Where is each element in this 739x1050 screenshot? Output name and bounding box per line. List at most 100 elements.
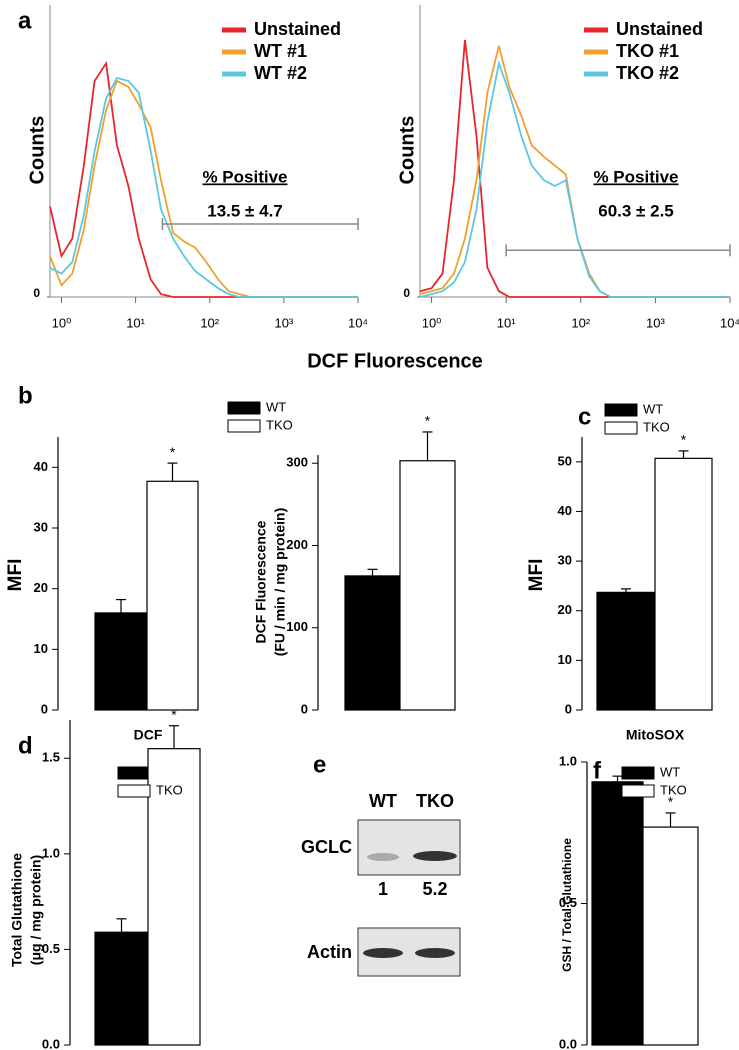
bar [642,826,699,1046]
y-tick-label: 40 [558,503,572,518]
panel-letter: d [18,732,33,759]
y-tick-label: 1.0 [559,753,577,768]
annotation: 13.5 ± 4.7 [207,201,283,220]
y-tick-label: 40 [34,459,48,474]
y-tick-label: 50 [558,453,572,468]
y-tick-label: 10 [34,641,48,656]
y-tick-label: 0 [403,286,410,300]
legend-label: TKO [643,419,670,434]
blot-band [413,851,457,861]
legend-swatch [227,419,261,433]
x-tick-label: 10² [571,315,590,330]
panel-letter: b [18,382,33,409]
lane-label: WT [369,791,397,811]
y-tick-label: 0.0 [559,1036,577,1050]
x-tick-label: 10⁰ [422,315,442,330]
x-tick-label: 10² [200,315,219,330]
legend-swatch [117,766,151,780]
y-axis-label: GSH / Total Glutathione [560,838,574,972]
x-tick-label: 10⁰ [52,315,72,330]
y-tick-label: 300 [286,455,308,470]
significance-mark: * [425,413,431,429]
y-tick-label: 1.0 [42,845,60,860]
x-tick-label: 10⁴ [720,315,739,330]
y-tick-label: 30 [34,519,48,534]
x-tick-label: 10³ [274,315,293,330]
y-tick-label: 100 [286,619,308,634]
histogram-line [49,76,358,298]
y-tick-label: 20 [34,580,48,595]
y-tick-label: 0 [41,701,48,716]
legend-label: TKO [660,782,687,797]
legend-swatch [227,401,261,415]
blot-band [363,948,403,958]
legend-label: WT [643,401,663,416]
bar [146,480,199,711]
legend-label: TKO #1 [616,41,679,61]
significance-mark: * [170,444,176,460]
y-axis-label: MFI [526,559,547,592]
histogram-line [419,45,730,298]
significance-mark: * [171,706,177,722]
legend-label: Unstained [254,19,341,39]
x-tick-label: 10³ [646,315,665,330]
y-tick-label: 0 [565,701,572,716]
y-tick-label: 30 [558,553,572,568]
ratio-label: 5.2 [422,879,447,899]
lane-label: TKO [416,791,454,811]
legend-swatch [621,766,655,780]
legend-label: TKO #2 [616,63,679,83]
bar [344,575,401,711]
y-axis-label: Total Glutathione [9,853,25,967]
legend-label: WT [660,764,680,779]
bar [94,612,148,711]
legend-swatch [117,784,151,798]
legend-label: WT [266,399,286,414]
x-tick-label: MitoSOX [626,727,685,743]
x-tick-label: 10⁴ [348,315,368,330]
y-tick-label: 0 [33,286,40,300]
panel-letter: e [313,751,326,778]
bar [94,931,149,1046]
y-tick-label: 10 [558,652,572,667]
y-axis-label: Counts [396,116,418,185]
bar [399,460,456,711]
y-tick-label: 0 [301,701,308,716]
annotation: % Positive [593,167,678,186]
y-tick-label: 20 [558,602,572,617]
annotation: 60.3 ± 2.5 [598,201,674,220]
blot-band [415,948,455,958]
y-tick-label: 0.5 [559,895,577,910]
legend-swatch [621,784,655,798]
y-axis-label: MFI [5,559,26,592]
legend-label: Unstained [616,19,703,39]
y-axis-label: Counts [26,116,48,185]
significance-mark: * [668,794,674,810]
bar [591,781,644,1046]
bar [654,457,713,711]
legend-label: WT #2 [254,63,307,83]
x-tick-label: 10¹ [126,315,145,330]
x-tick-label: 10¹ [497,315,516,330]
band-label: GCLC [301,837,352,857]
significance-mark: * [681,432,687,448]
legend-label: WT #1 [254,41,307,61]
legend-label: TKO [266,417,293,432]
y-tick-label: 0.5 [42,941,60,956]
band-label: Actin [307,942,352,962]
legend-label: TKO [156,782,183,797]
ratio-label: 1 [378,879,388,899]
histogram-line [49,79,358,298]
y-tick-label: 0.0 [42,1036,60,1050]
x-axis-label: DCF Fluorescence [307,350,483,372]
annotation: % Positive [202,167,287,186]
bar [596,591,656,711]
y-axis-label: (μg / mg protein) [28,855,44,965]
y-axis-label: DCF Fluorescence [253,520,269,643]
panel-letter: c [578,403,591,430]
legend-swatch [604,421,638,435]
y-tick-label: 200 [286,537,308,552]
blot-band [367,853,399,861]
legend-swatch [604,403,638,417]
